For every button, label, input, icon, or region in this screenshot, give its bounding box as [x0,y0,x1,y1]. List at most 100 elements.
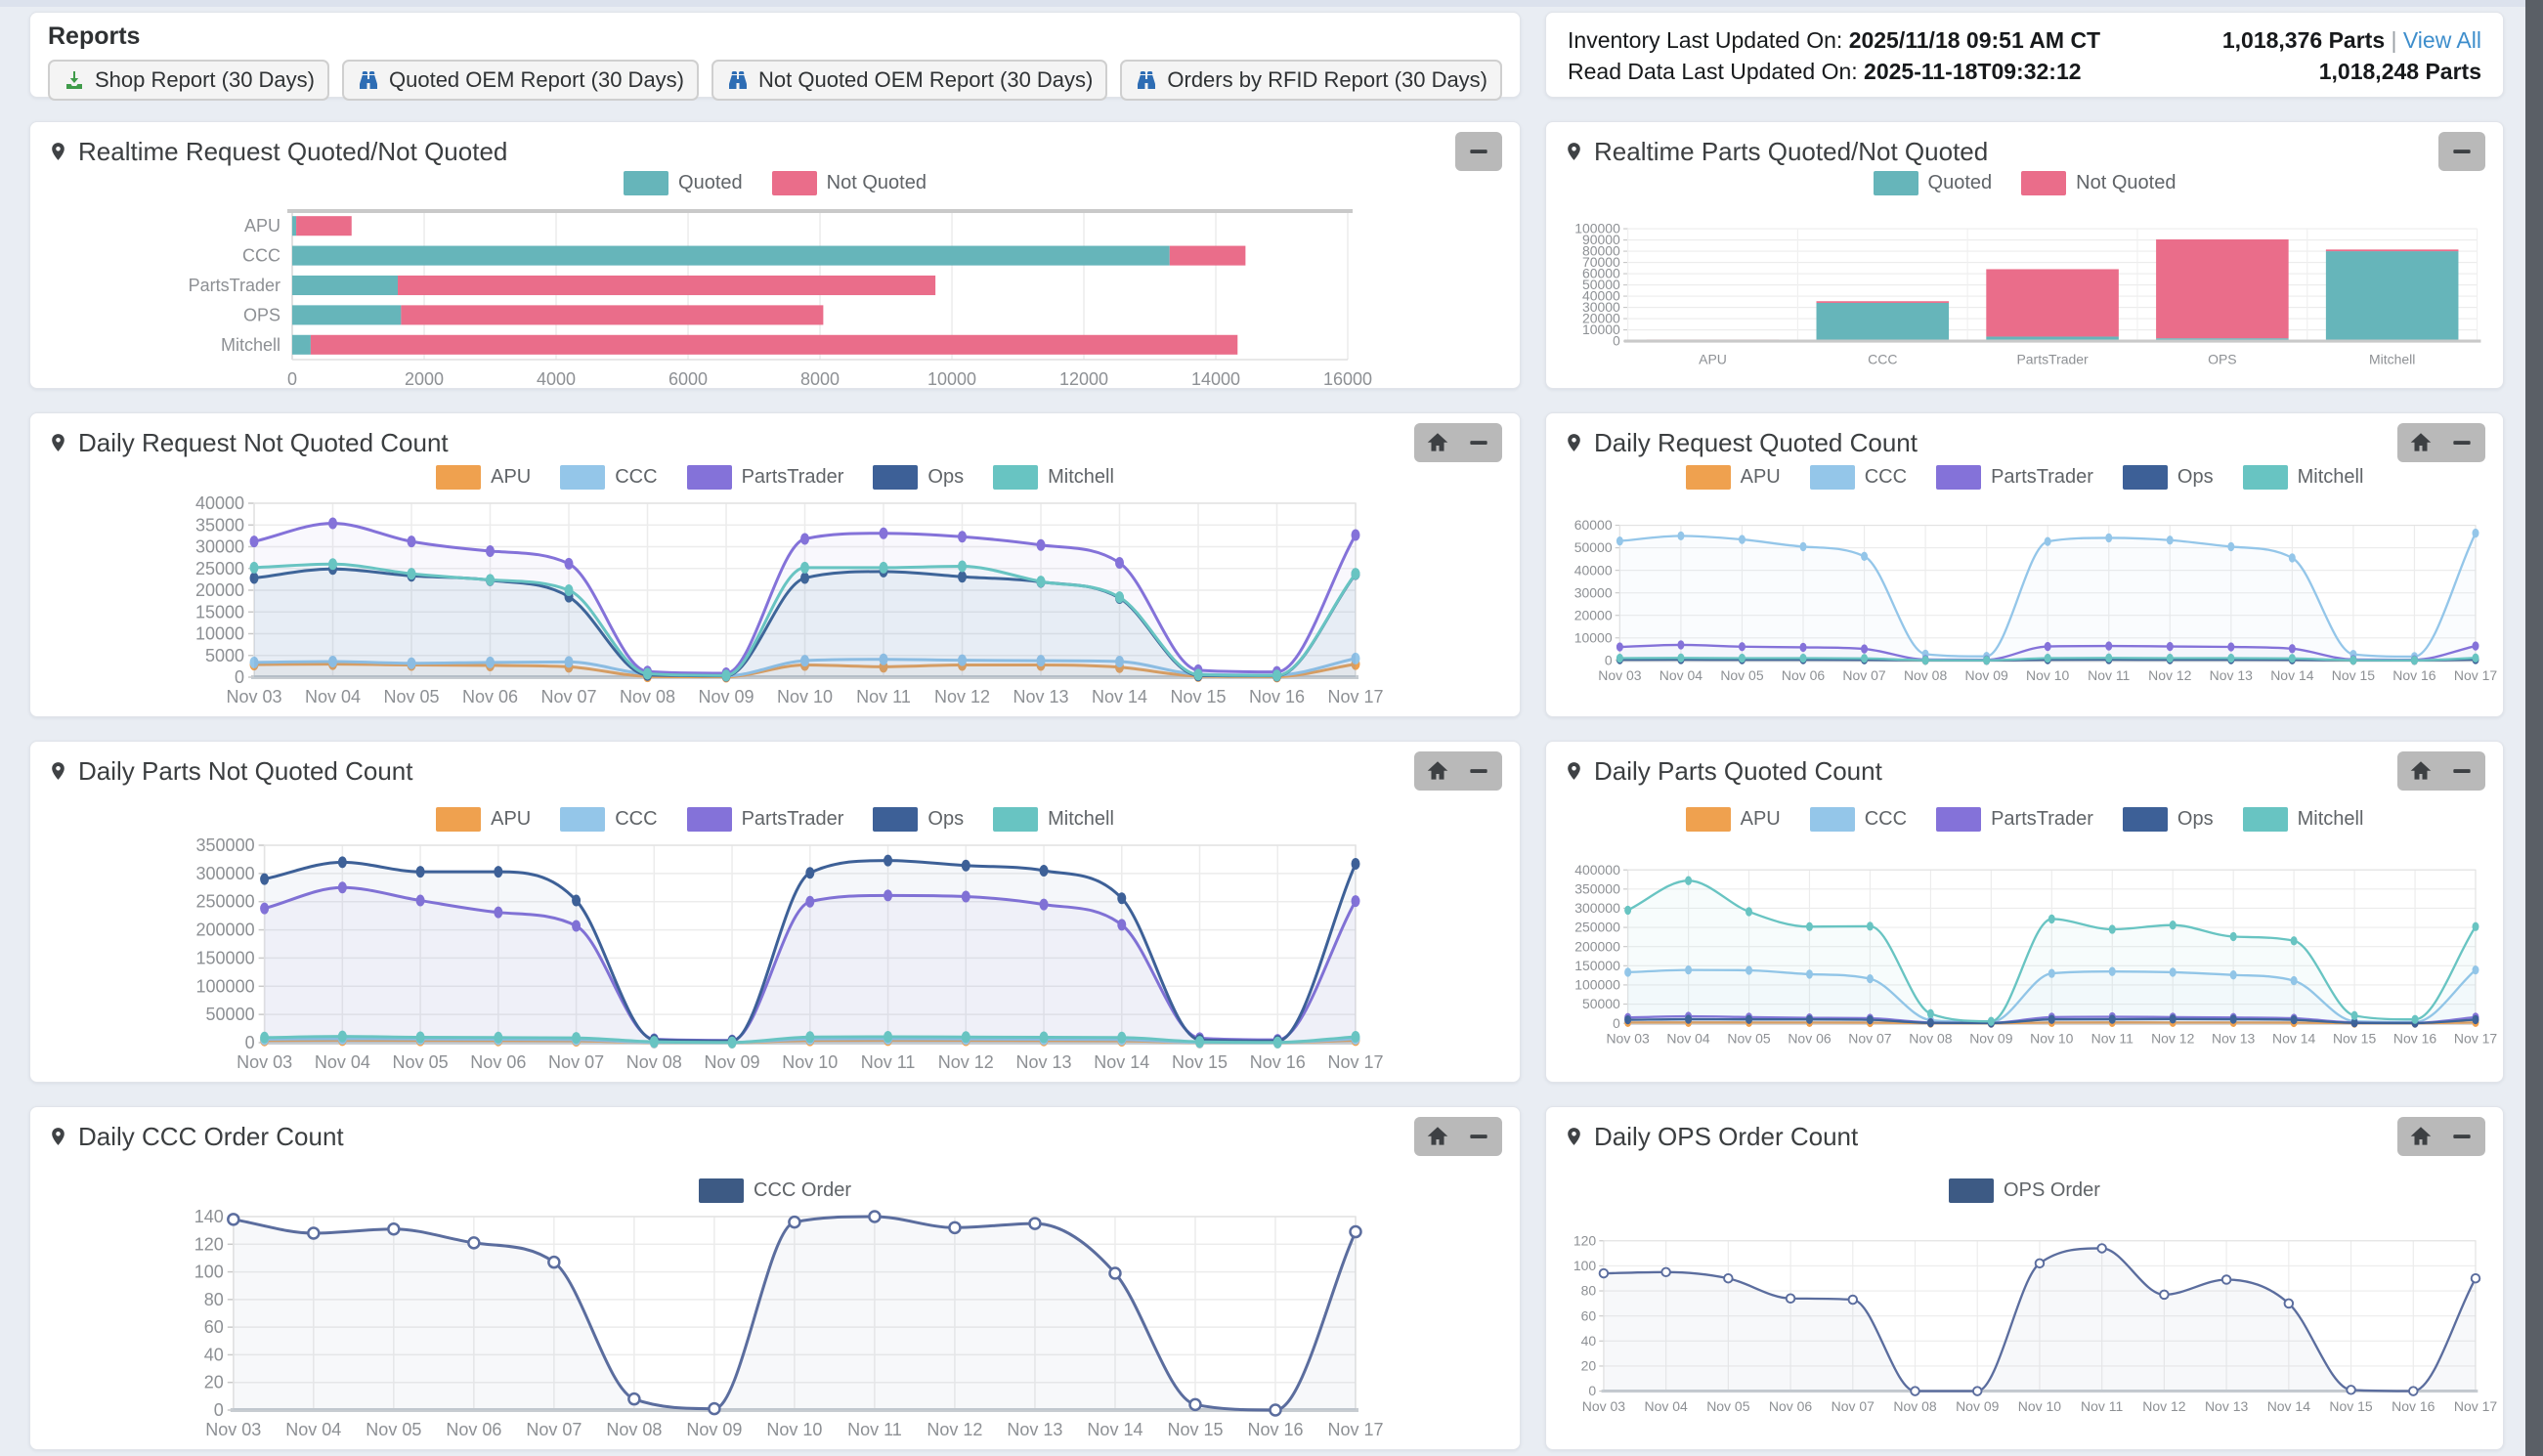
chart-legend: APU CCC PartsTrader Ops Mitchell [1560,807,2489,832]
legend-label: Mitchell [2297,466,2364,488]
home-icon[interactable] [1425,758,1450,784]
collapse-icon[interactable] [1466,430,1491,455]
legend-item-ccc[interactable]: CCC [1809,465,1907,490]
report-button-label: Shop Report (30 Days) [95,67,315,92]
inventory-labels: Inventory Last Updated On: 2025/11/18 09… [1568,24,2100,85]
legend-swatch [1685,807,1731,832]
svg-text:Nov 13: Nov 13 [2210,667,2253,683]
location-pin-icon [1568,1128,1580,1145]
svg-text:Nov 06: Nov 06 [1788,1030,1831,1046]
legend-item-partstrader[interactable]: PartsTrader [686,807,843,832]
svg-text:120: 120 [1573,1232,1597,1248]
window-scrollbar[interactable] [2525,0,2543,1456]
svg-text:25000: 25000 [195,559,244,578]
legend-label: PartsTrader [1991,808,2093,830]
panel-tools [2438,132,2485,171]
svg-text:Nov 03: Nov 03 [205,1420,261,1439]
panel-tools [1455,132,1503,171]
chart-panel-daily-ops-order-count: Daily OPS Order Count OPS Order 0 20 40 60 80 1… [1545,1106,2504,1450]
legend-item-ops[interactable]: Ops [2122,807,2214,832]
svg-text:20: 20 [1581,1358,1597,1374]
legend-item-ops[interactable]: Ops [873,465,964,490]
svg-text:Nov 09: Nov 09 [1965,667,2008,683]
legend-item-ops-order[interactable]: OPS Order [1949,1178,2100,1203]
reports-title: Reports [48,22,141,50]
report-button-quoted-oem-report-30-days[interactable]: Quoted OEM Report (30 Days) [342,60,700,101]
legend-swatch [2122,807,2168,832]
svg-text:Nov 05: Nov 05 [1706,1398,1749,1414]
legend-item-ccc-order[interactable]: CCC Order [699,1178,851,1203]
read-data-updated-line: Read Data Last Updated On: 2025-11-18T09… [1568,56,2100,87]
legend-item-ops[interactable]: Ops [2122,465,2214,490]
legend-label: PartsTrader [1991,466,2093,488]
home-icon[interactable] [1425,1124,1450,1149]
svg-text:Nov 15: Nov 15 [2333,1030,2376,1046]
legend-item-partstrader[interactable]: PartsTrader [1936,807,2093,832]
inventory-updated-line: Inventory Last Updated On: 2025/11/18 09… [1568,24,2100,56]
svg-text:0: 0 [214,1400,224,1420]
chart-title: Daily Request Not Quoted Count [78,427,449,457]
svg-text:Nov 03: Nov 03 [226,687,281,707]
legend-swatch [873,465,919,490]
legend-item-partstrader[interactable]: PartsTrader [686,465,843,490]
svg-text:Nov 06: Nov 06 [1782,667,1825,683]
collapse-icon[interactable] [2449,139,2475,164]
report-button-orders-by-rfid-report-30-days[interactable]: Orders by RFID Report (30 Days) [1120,60,1503,101]
legend-item-partstrader[interactable]: PartsTrader [1936,465,2093,490]
svg-text:Nov 09: Nov 09 [698,687,754,707]
collapse-icon[interactable] [2449,1124,2475,1149]
svg-text:Nov 03: Nov 03 [1598,667,1641,683]
svg-text:Nov 13: Nov 13 [1007,1420,1062,1439]
svg-text:60: 60 [1581,1307,1597,1323]
legend-label: Quoted [1927,172,1993,193]
home-icon[interactable] [2408,758,2434,784]
legend-swatch [1809,807,1855,832]
collapse-icon[interactable] [2449,430,2475,455]
svg-text:14000: 14000 [1191,369,1240,389]
legend-label: APU [1740,808,1781,830]
chart-panel-daily-request-not-quoted-count: Daily Request Not Quoted Count APU CCC Part… [29,412,1522,717]
legend-item-not-quoted[interactable]: Not Quoted [771,171,927,195]
legend-item-ops[interactable]: Ops [873,807,964,832]
legend-item-quoted[interactable]: Quoted [1873,171,1993,195]
svg-text:Nov 06: Nov 06 [446,1420,501,1439]
legend-item-apu[interactable]: APU [436,807,531,832]
legend-item-apu[interactable]: APU [1685,465,1781,490]
svg-text:40000: 40000 [1582,288,1620,304]
svg-text:APU: APU [244,216,280,236]
home-icon[interactable] [2408,1124,2434,1149]
legend-item-not-quoted[interactable]: Not Quoted [2021,171,2176,195]
collapse-icon[interactable] [1466,1124,1491,1149]
legend-item-mitchell[interactable]: Mitchell [2242,807,2363,832]
svg-text:Nov 14: Nov 14 [2272,1030,2315,1046]
svg-text:Nov 04: Nov 04 [1659,667,1703,683]
view-all-link[interactable]: View All [2402,27,2481,53]
collapse-icon[interactable] [1466,139,1491,164]
svg-text:Nov 04: Nov 04 [1666,1030,1709,1046]
legend-swatch [686,465,732,490]
report-button-not-quoted-oem-report-30-days[interactable]: Not Quoted OEM Report (30 Days) [711,60,1108,101]
svg-text:Nov 07: Nov 07 [1842,667,1885,683]
svg-text:Nov 10: Nov 10 [766,1420,822,1439]
legend-item-mitchell[interactable]: Mitchell [993,807,1114,832]
legend-item-mitchell[interactable]: Mitchell [2242,465,2364,490]
legend-item-mitchell[interactable]: Mitchell [993,465,1114,490]
legend-item-ccc[interactable]: CCC [1809,807,1907,832]
svg-text:OPS: OPS [243,305,280,324]
location-pin-icon [52,762,65,780]
svg-text:Nov 08: Nov 08 [1909,1030,1952,1046]
collapse-icon[interactable] [1466,758,1491,784]
report-button-shop-report-30-days[interactable]: Shop Report (30 Days) [48,60,329,101]
legend-item-ccc[interactable]: CCC [560,465,658,490]
legend-item-quoted[interactable]: Quoted [624,171,743,195]
legend-label: Not Quoted [826,172,927,193]
home-icon[interactable] [1425,430,1450,455]
legend-item-apu[interactable]: APU [436,465,531,490]
legend-item-apu[interactable]: APU [1685,807,1781,832]
home-icon[interactable] [2408,430,2434,455]
legend-item-ccc[interactable]: CCC [560,807,658,832]
legend-swatch [436,465,482,490]
collapse-icon[interactable] [2449,758,2475,784]
svg-text:Nov 15: Nov 15 [2332,667,2375,683]
svg-text:Nov 13: Nov 13 [2212,1030,2255,1046]
